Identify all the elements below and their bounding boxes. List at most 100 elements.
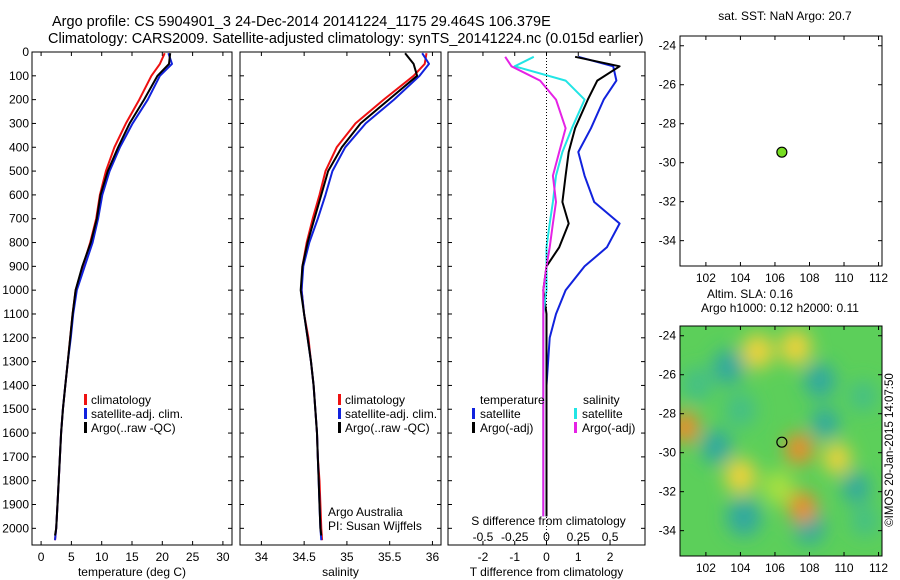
y-tick-label: -26 [659,368,677,382]
map-title: Argo h1000: 0.12 h2000: 0.11 [701,301,859,315]
legend-label: Argo(..raw -QC) [345,421,430,435]
x-tick-label: 112 [869,271,888,285]
heatmap-cell [811,407,839,440]
y-tick-label: -30 [659,446,677,460]
heatmap-cell [681,366,713,403]
legend-label: Argo(..raw -QC) [91,421,176,435]
map-frame [679,325,883,557]
legend-swatch [574,408,577,419]
heatmap-cell [724,392,756,428]
heatmap-cell [780,329,812,365]
x-tick-label: 1 [575,550,582,564]
x-tick-label: 110 [834,561,853,575]
x-tick-label: 15 [125,550,139,564]
x-tick-label: 36 [426,550,440,564]
legend-label: satellite [480,407,521,421]
y-tick-label: -30 [659,156,677,170]
heatmap-cell [712,349,744,385]
y-tick-label: 1300 [2,355,29,369]
argo-location-marker [776,436,788,448]
x-tick-label: 108 [799,561,819,575]
y-tick-label: 1600 [2,426,29,440]
y-tick-label: 1100 [3,307,29,321]
header-line-1: Argo profile: CS 5904901_3 24-Dec-2014 2… [52,14,551,30]
x-tick-label: 104 [730,561,750,575]
heatmap-cell [823,442,851,475]
plot-frame [239,51,442,546]
legend-swatch [472,408,475,419]
y-tick-label: 0 [22,45,29,59]
series-line-argo-raw-qc- [299,52,419,536]
x2-tick-label: 0.25 [567,530,591,544]
y-tick-label: 1900 [2,498,29,512]
x-axis-label: salinity [322,565,359,579]
sst-map-panel: 102 104 106 108 110 112 -24 -26 -28 -30 -32 -34 sat.… [659,9,889,285]
legend-swatch [338,422,341,433]
x2-tick-label: -0.5 [473,530,494,544]
legend-label: satellite-adj. clim. [91,407,183,421]
y-tick-label: -24 [659,329,677,343]
y-tick-label: -24 [659,39,677,53]
x-tick-label: 34 [255,550,269,564]
annotation-line: PI: Susan Wijffels [328,519,422,533]
x-tick-label: 25 [186,550,200,564]
x-axis-label: temperature (deg C) [78,565,186,579]
y-tick-label: -32 [659,195,677,209]
credit-label: ©IMOS 20-Jan-2015 14:07:50 [884,373,896,527]
x-tick-label: 30 [216,550,230,564]
y-tick-label: 2000 [2,521,29,535]
y-tick-label: 300 [9,116,29,130]
y-tick-label: 1500 [2,402,29,416]
x-tick-label: 106 [765,561,785,575]
heatmap-cell [849,380,877,412]
x-axis-label: T difference from climatology [470,565,624,579]
y-tick-label: -28 [659,117,677,131]
x-tick-label: 108 [799,271,819,285]
x-tick-label: -2 [478,550,489,564]
x-tick-label: 0 [543,550,550,564]
legend-label: Argo(-adj) [582,421,635,435]
y-tick-label: 400 [9,140,29,154]
y-tick-label: 600 [9,188,29,202]
x-tick-label: 102 [696,271,716,285]
x2-tick-label: 0 [543,530,550,544]
header-line-2: Climatology: CARS2009. Satellite-adjuste… [48,31,644,47]
x-tick-label: 34.5 [292,550,316,564]
heatmap-cell [785,433,813,465]
heatmap-cell [842,472,870,504]
x-tick-label: 20 [156,550,170,564]
heatmap-cell [680,411,699,443]
plot-frame [31,51,233,546]
x-tick-label: 106 [765,271,785,285]
x-tick-label: 10 [95,550,109,564]
x-tick-label: 5 [68,550,75,564]
heatmap-cell [762,470,794,506]
legend-swatch [84,408,87,419]
legend-title-temperature: temperature [480,393,545,407]
x2-tick-label: -0.25 [501,530,529,544]
y-tick-label: 900 [9,259,29,273]
legend-swatch [574,422,577,433]
x-tick-label: 0 [38,550,45,564]
y-tick-label: 700 [9,212,29,226]
y-tick-label: 800 [9,236,29,250]
heatmap-cell [742,333,774,369]
x2-tick-label: 0.5 [602,530,619,544]
salinity-panel: 34 34.5 35 35.5 36 salinity climatologysatelli… [239,51,442,579]
heatmap-cell [788,491,817,523]
legend-label: climatology [345,393,405,407]
legend-swatch [338,408,341,419]
heatmap-cell [850,505,879,537]
legend-swatch [84,394,87,405]
annotation-line: Argo Australia [328,505,403,519]
x-tick-label: 104 [730,271,750,285]
x-tick-label: 112 [869,561,888,575]
legend-swatch [338,394,341,405]
legend-label: satellite-adj. clim. [345,407,437,421]
x-tick-label: 110 [834,271,853,285]
series-line-argo-raw-qc- [54,53,172,536]
y-tick-label: -32 [659,485,677,499]
legend-swatch [472,422,475,433]
x2-axis-label: S difference from climatology [471,514,626,528]
